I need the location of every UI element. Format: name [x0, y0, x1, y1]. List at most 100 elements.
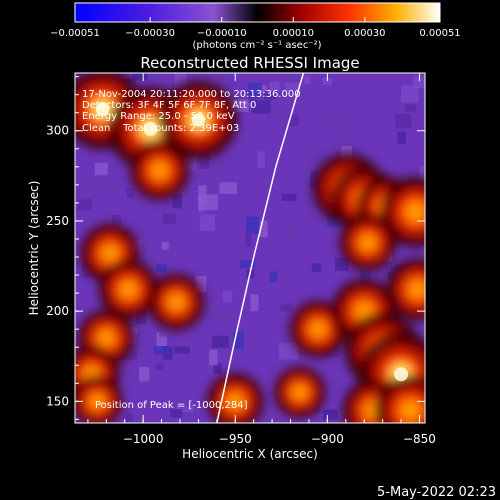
texture-patch [304, 140, 322, 156]
texture-patch [381, 131, 388, 148]
texture-patch [298, 166, 310, 174]
y-tick-label: 200 [46, 304, 69, 318]
texture-patch [405, 104, 417, 112]
texture-patch [213, 363, 222, 374]
hotspot-core [227, 393, 243, 409]
texture-patch [239, 260, 256, 268]
hotspot-layer [75, 73, 425, 423]
y-tick-label: 300 [46, 124, 69, 138]
texture-patch [222, 290, 233, 303]
texture-patch [304, 75, 311, 84]
colorbar-tick-label: 0.00010 [273, 28, 314, 39]
texture-patch [156, 264, 168, 273]
peak-position-label: Position of Peak = [-1000,284] [95, 400, 248, 411]
texture-patch [412, 75, 425, 89]
texture-patch [360, 269, 371, 286]
info-line-time: 17-Nov-2004 20:11:20.000 to 20:13:36.000 [82, 89, 301, 100]
texture-patch [212, 313, 230, 323]
hotspot-core [360, 234, 376, 251]
texture-patch [195, 275, 207, 293]
y-axis-label: Heliocentric Y (arcsec) [27, 181, 41, 316]
colorbar-ticks: −0.00051 −0.00030 −0.00010 0.00010 0.00030 0.… [50, 17, 461, 39]
hotspot-cores [95, 102, 409, 382]
x-tick-label: −850 [403, 432, 436, 446]
info-block: 17-Nov-2004 20:11:20.000 to 20:13:36.000… [82, 89, 301, 134]
texture-patch [311, 263, 322, 273]
texture-patch [155, 363, 164, 371]
texture-patch [252, 100, 271, 114]
plot-frame [74, 72, 426, 424]
texture-patch [250, 294, 259, 312]
texture-patch [94, 162, 108, 176]
y-tick-label: 150 [46, 394, 69, 408]
chart-title: Reconstructed RHESSI Image [140, 54, 359, 72]
heatmap-image [75, 73, 425, 423]
y-axis: 150 200 250 300 [46, 76, 425, 420]
texture-patch [199, 153, 210, 170]
hotspot-core [98, 330, 114, 346]
texture-patch [211, 335, 229, 348]
texture-patch [316, 113, 334, 126]
colorbar-tick-label: −0.00030 [125, 28, 175, 39]
hotspot-peak [95, 102, 110, 116]
colorbar-tick-label: −0.00051 [50, 28, 100, 39]
texture-patch [281, 193, 297, 201]
texture-patch [280, 304, 294, 312]
texture-patch [198, 194, 218, 211]
hotspot-core [400, 400, 420, 420]
colorbar [74, 2, 441, 23]
texture-patch [335, 119, 345, 135]
hotspot-core [310, 321, 326, 337]
texture-patch [159, 325, 174, 337]
colorbar-units: (photons cm⁻² s⁻¹ asec⁻²) [192, 40, 321, 51]
hotspot-peak [191, 113, 205, 127]
hotspot-peak [143, 121, 158, 136]
texture-patch [264, 91, 277, 100]
hotspot-core [151, 162, 168, 179]
texture-patch [136, 308, 147, 325]
x-axis-label: Heliocentric X (arcsec) [182, 447, 318, 461]
texture-patch [278, 342, 299, 360]
texture-patch [132, 73, 148, 81]
texture-patch [397, 131, 406, 144]
texture-patch [162, 213, 176, 224]
colorbar-tick-label: 0.00030 [344, 28, 385, 39]
texture-patch [198, 185, 207, 203]
texture-patch [209, 349, 218, 366]
texture-patch [172, 193, 182, 209]
hotspot-peak [394, 367, 409, 382]
hotspot-core [102, 245, 118, 262]
texture-patch [257, 151, 265, 168]
x-tick-label: −950 [219, 432, 252, 446]
texture-patch [335, 257, 349, 271]
texture-patch [322, 77, 332, 86]
texture-patch [170, 409, 183, 418]
texture-patch [401, 84, 419, 103]
texture-patch [174, 346, 190, 354]
texture-patch [139, 366, 150, 382]
texture-patch [105, 179, 118, 194]
hotspot-core [406, 202, 425, 222]
texture-patch [145, 257, 156, 264]
texture-patch [199, 214, 215, 231]
texture-patch [177, 405, 194, 413]
texture-patch [395, 114, 412, 129]
hotspot-core [120, 281, 137, 298]
solar-limb-curve [216, 73, 305, 423]
texture-patch [156, 331, 167, 349]
colorbar-tick-label: 0.00051 [419, 28, 460, 39]
texture-patch [210, 160, 222, 178]
x-tick-label: −1000 [123, 432, 164, 446]
texture-patch [288, 114, 299, 127]
texture-patch [323, 409, 338, 420]
texture-patch [285, 82, 300, 91]
texture-patch [111, 214, 121, 226]
info-line-detectors: Detectors: 3F 4F 5F 6F 7F 8F, Att 0 [82, 100, 256, 111]
texture-patch [219, 182, 237, 194]
texture-patch [126, 188, 135, 199]
x-tick-label: −900 [311, 432, 344, 446]
hotspot-core [292, 385, 307, 400]
colorbar-tick-label: −0.00010 [197, 28, 247, 39]
texture-patch [269, 271, 278, 283]
